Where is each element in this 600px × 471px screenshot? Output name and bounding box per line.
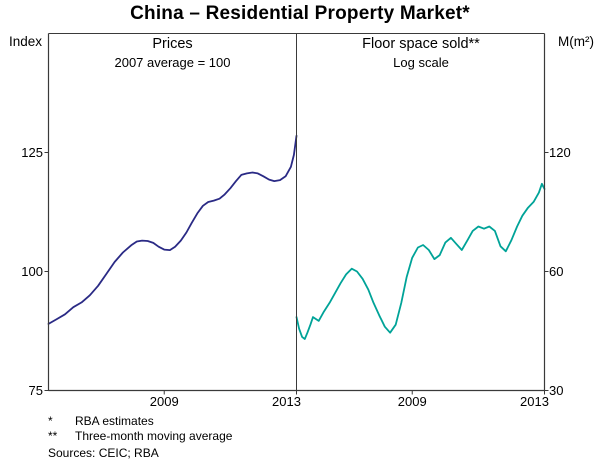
footnote-row: * RBA estimates: [48, 414, 232, 429]
footnote-text: Three-month moving average: [75, 429, 233, 443]
footnote-text: RBA estimates: [75, 414, 154, 428]
y-tick-label: 125: [21, 144, 43, 160]
chart-title: China – Residential Property Market*: [130, 3, 470, 24]
footnotes: * RBA estimates ** Three-month moving av…: [48, 414, 232, 461]
right-panel-subtitle: Log scale: [393, 55, 449, 70]
floor-space-series-line: [295, 182, 546, 340]
y-tick-label: 100: [21, 263, 43, 279]
y-tick-label: 75: [28, 382, 43, 398]
sources-text: Sources: CEIC; RBA: [48, 446, 159, 460]
footnote-marker: **: [48, 429, 58, 443]
y-tick-label: 60: [549, 263, 564, 279]
right-axis-unit: M(m²): [558, 34, 594, 49]
x-tick-label: 2013: [520, 394, 549, 409]
left-panel-subtitle: 2007 average = 100: [114, 55, 231, 70]
y-tick-label: 30: [549, 382, 564, 398]
x-tick-label: 2013: [272, 394, 301, 409]
left-axis-unit: Index: [9, 34, 43, 49]
prices-series-line: [47, 134, 298, 325]
left-panel-title: Prices: [152, 36, 193, 52]
x-tick-label: 2009: [397, 394, 427, 409]
x-tick-label: 2009: [149, 394, 179, 409]
y-tick-label: 120: [549, 144, 571, 160]
footnote-row: ** Three-month moving average: [48, 429, 232, 444]
right-panel-title: Floor space sold**: [362, 36, 480, 52]
footnote-marker: *: [48, 414, 53, 428]
